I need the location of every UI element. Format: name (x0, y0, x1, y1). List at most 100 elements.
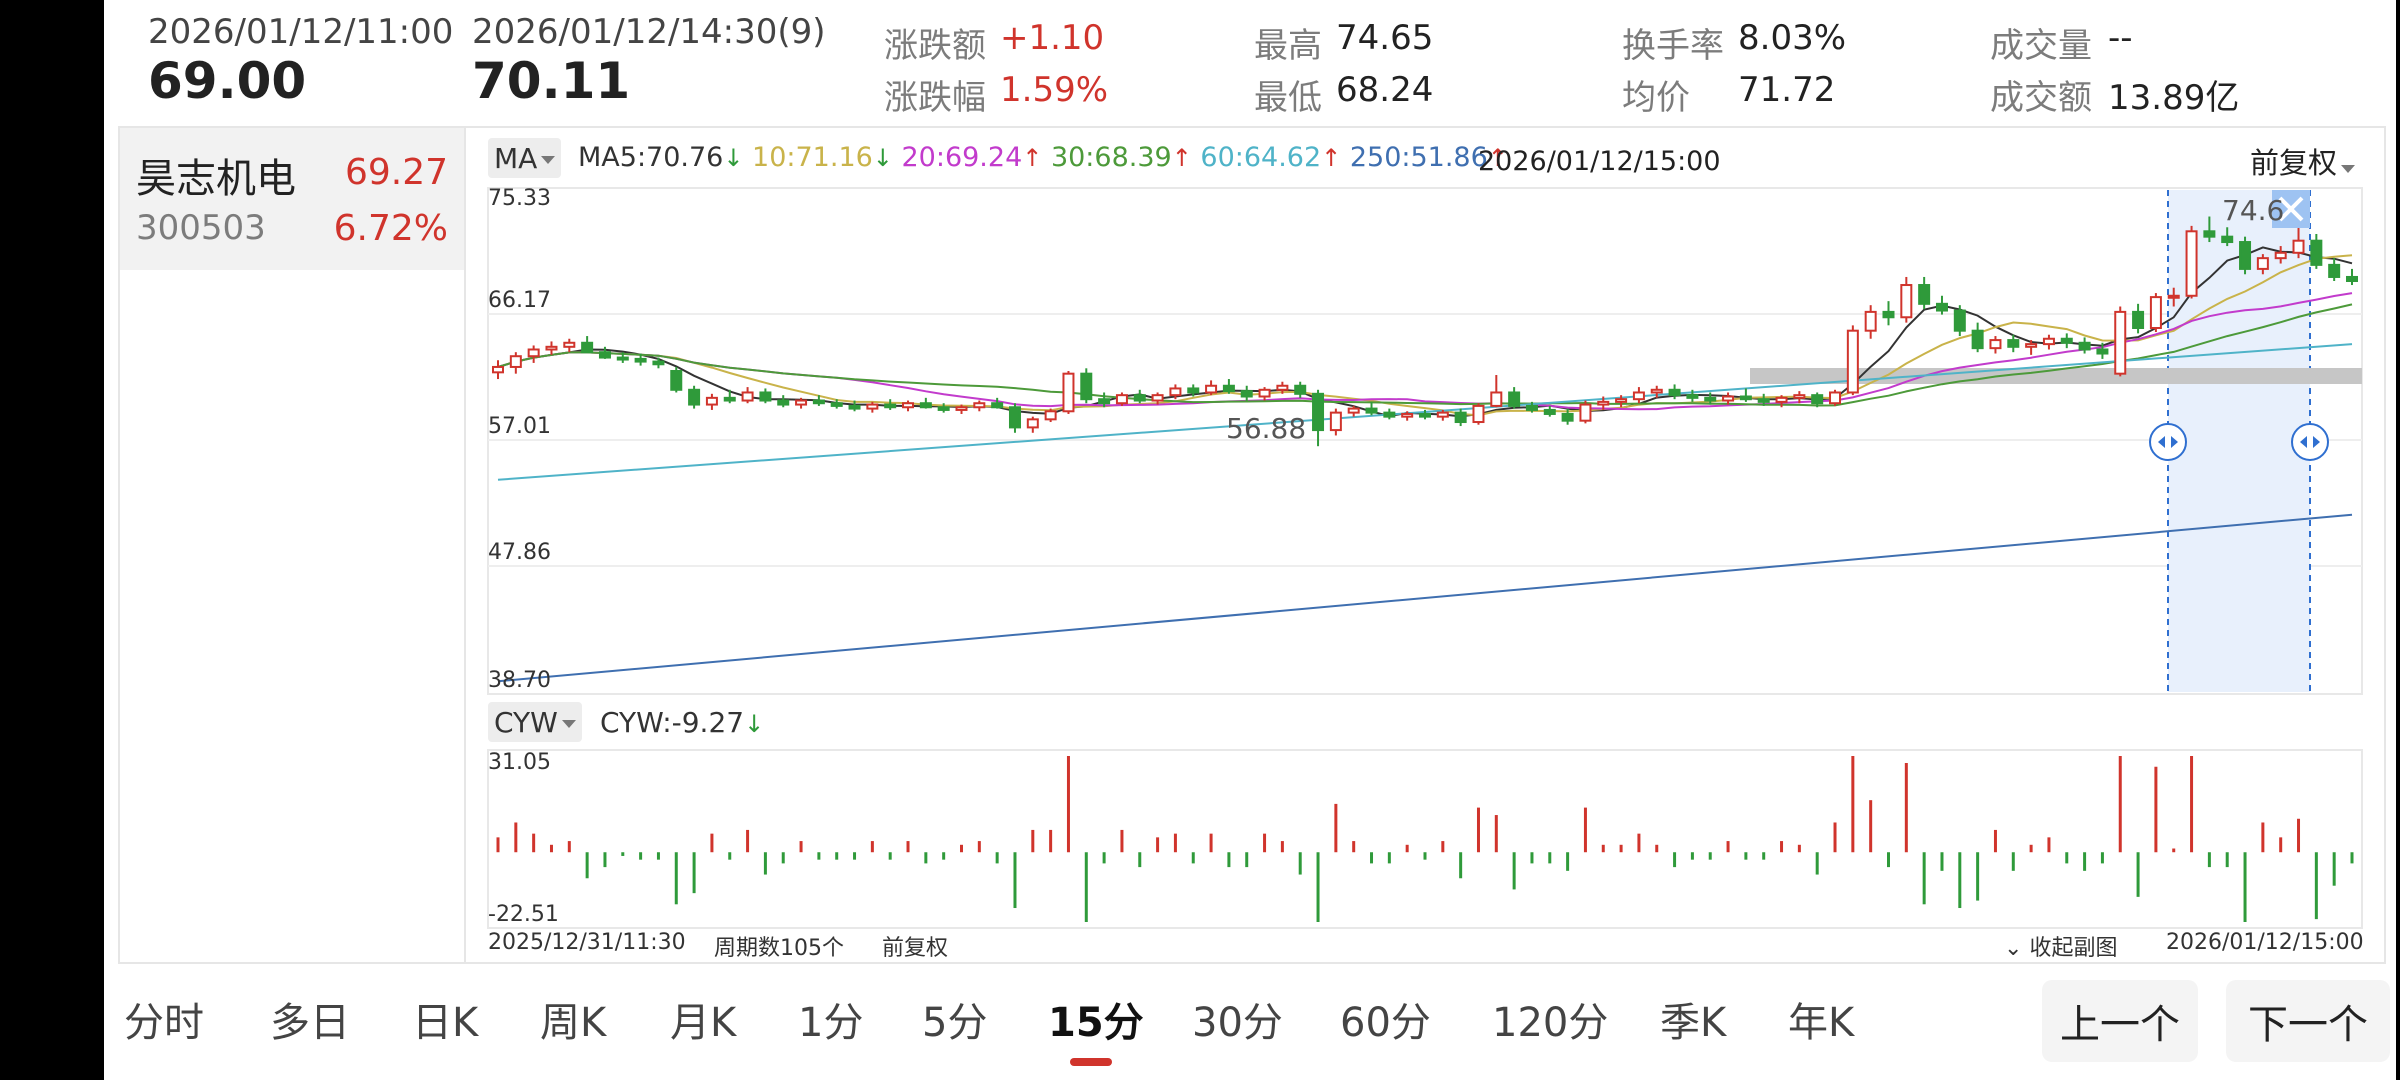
candle (1008, 403, 1021, 433)
change-pct: 1.59% (1000, 70, 1109, 110)
candle (866, 401, 879, 413)
left-edge (0, 0, 104, 1080)
candle (2007, 334, 2020, 353)
adjust-selector[interactable]: 前复权 (2250, 140, 2356, 182)
candle (2025, 340, 2038, 355)
candle (1276, 381, 1289, 394)
tab-daily[interactable]: 日K (412, 1000, 479, 1046)
candle (1775, 395, 1788, 408)
candle (1525, 401, 1538, 413)
ma30-value: 30:68.39 (1050, 142, 1172, 173)
arrow-left-icon (2300, 436, 2307, 448)
dropdown-icon (2341, 165, 2356, 173)
candle (2256, 254, 2269, 275)
candle (1757, 393, 1770, 406)
tab-quarterly[interactable]: 季K (1660, 1000, 1727, 1046)
candle (688, 385, 701, 409)
low-label: 最低 (1254, 78, 1322, 118)
ma-indicator-selector[interactable]: MA (488, 138, 562, 178)
candle (1133, 389, 1146, 404)
candle (1686, 389, 1699, 402)
amount-label: 成交额 (1990, 78, 2092, 118)
tab-monthly[interactable]: 月K (670, 1000, 737, 1046)
range-handle-left[interactable] (2149, 423, 2187, 461)
candle (1472, 403, 1485, 425)
tab-weekly[interactable]: 周K (540, 1000, 607, 1046)
cyw-max: 31.05 (488, 750, 551, 775)
candle (1722, 392, 1735, 405)
candle (1632, 387, 1645, 404)
candle (1846, 325, 1859, 396)
tab-5min[interactable]: 5分 (922, 1000, 988, 1046)
volume-value: -- (2108, 18, 2133, 58)
candle (1668, 384, 1681, 400)
up-arrow-icon: ↑ (1487, 144, 1508, 172)
y-tick-2: 66.17 (488, 288, 551, 313)
candle (2310, 233, 2323, 269)
candle (1508, 387, 1521, 409)
down-arrow-icon: ↓ (872, 144, 893, 172)
candle (1258, 387, 1271, 401)
candle (723, 389, 736, 404)
tab-120min[interactable]: 120分 (1492, 1000, 1609, 1046)
start-time: 2025/12/31/11:30 (488, 930, 686, 955)
candle (2328, 258, 2341, 281)
ma-indicator-label: MA (494, 141, 538, 175)
tab-multi-day[interactable]: 多日 (270, 1000, 350, 1046)
cyw-bars (496, 756, 2354, 922)
candle (884, 399, 897, 410)
candle (991, 397, 1004, 409)
prev-stock-button[interactable]: 上一个 (2042, 980, 2198, 1062)
cyw-indicator-selector[interactable]: CYW (488, 702, 582, 742)
high-value: 74.65 (1336, 18, 1434, 58)
tab-intraday[interactable]: 分时 (124, 1000, 204, 1046)
change-pct-label: 涨跌幅 (884, 78, 986, 118)
candle (955, 404, 968, 414)
candle (1205, 380, 1218, 396)
range-handle-right[interactable] (2291, 423, 2329, 461)
candle (2239, 236, 2252, 275)
candle (795, 397, 808, 409)
candle (1187, 384, 1200, 397)
down-arrow-icon: ↓ (744, 710, 765, 738)
low-marker: 56.88 (1226, 412, 1307, 445)
candle (1811, 392, 1824, 408)
volume-label: 成交量 (1990, 26, 2092, 66)
chart-datetime: 2026/01/12/15:00 (1478, 146, 1721, 177)
tab-15min[interactable]: 15分 (1048, 1000, 1144, 1046)
down-arrow-icon: ↓ (723, 144, 744, 172)
cyw-value-text: CYW:-9.27 (600, 706, 745, 739)
next-stock-button[interactable]: 下一个 (2226, 980, 2390, 1062)
active-tab-indicator (1070, 1058, 1112, 1066)
candle (919, 397, 932, 409)
tab-30min[interactable]: 30分 (1192, 1000, 1283, 1046)
candle (1490, 375, 1503, 408)
candle (598, 346, 611, 359)
close-selection-button[interactable] (2272, 190, 2310, 228)
tab-yearly[interactable]: 年K (1788, 1000, 1855, 1046)
footer-adjust: 前复权 (882, 936, 949, 961)
candle (1650, 385, 1663, 398)
ma5-value: MA5:70.76 (578, 142, 724, 173)
tab-60min[interactable]: 60分 (1340, 1000, 1431, 1046)
candle (2114, 306, 2127, 377)
collapse-sub-chart-button[interactable]: ⌄ 收起副图 (2004, 930, 2117, 962)
candle (1864, 305, 1877, 339)
arrow-right-icon (2171, 436, 2178, 448)
avg-label: 均价 (1622, 78, 1690, 118)
candle (830, 399, 843, 409)
candle (1971, 322, 1984, 353)
tab-1min[interactable]: 1分 (798, 1000, 864, 1046)
ma20-value: 20:69.24 (901, 142, 1023, 173)
candle (1401, 411, 1414, 421)
period-count: 周期数105个 (714, 936, 844, 961)
candle (492, 360, 504, 380)
stock-card[interactable]: 昊志机电 69.27 300503 6.72% (120, 128, 464, 270)
candle (2221, 227, 2234, 247)
arrow-right-icon (2313, 436, 2320, 448)
candle (2346, 268, 2358, 286)
cyw-min: -22.51 (488, 902, 559, 927)
ma250-value: 250:51.86 (1349, 142, 1488, 173)
candle (1347, 405, 1360, 417)
